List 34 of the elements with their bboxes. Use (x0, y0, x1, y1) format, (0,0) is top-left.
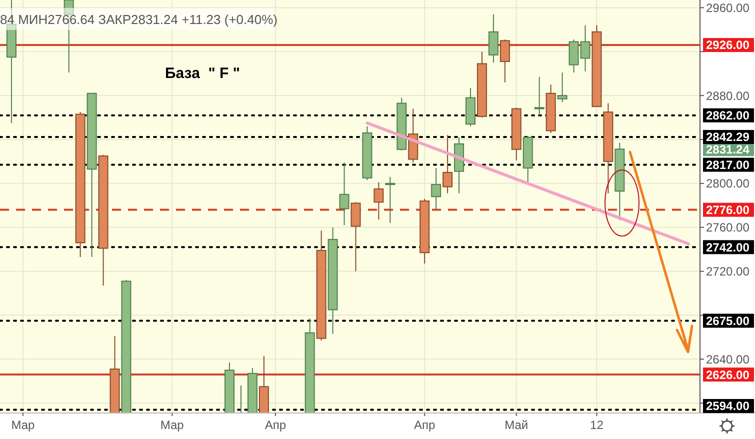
candlestick (339, 162, 350, 226)
ref-line-label: 2594.00 (706, 399, 750, 414)
text: 2831.24 (706, 142, 750, 156)
candlestick (374, 182, 384, 220)
candlestick (431, 168, 442, 210)
y-tick-label: 2960.00 (706, 0, 750, 15)
ref-line-label: 2842.29 (706, 130, 750, 144)
x-tick-label: Апр (264, 418, 286, 432)
ref-line-label: 2742.00 (706, 240, 750, 254)
candlestick (534, 76, 544, 116)
y-tick-label: 2640.00 (706, 352, 750, 366)
ref-line-label: 2817.00 (706, 158, 750, 172)
x-tick-label: Мар (11, 418, 36, 432)
candlestick (350, 202, 361, 272)
candlestick (500, 39, 510, 83)
candlestick (488, 14, 498, 64)
candlestick (385, 176, 396, 224)
x-tick-label: Май (504, 418, 528, 432)
candlestick (442, 134, 453, 194)
y-tick-label: 2800.00 (706, 176, 750, 191)
ref-line-label: 2862.00 (706, 108, 750, 123)
x-tick-label: Апр (414, 418, 436, 432)
ref-line-label: 2926.00 (706, 38, 750, 52)
annotation: База " F " (165, 65, 240, 82)
x-tick-label: 12 (590, 418, 604, 432)
annotation: 84 МИН2766.64 ЗАКР2831.24 +11.23 (+0.40%) (0, 12, 278, 27)
x-tick-label: Мар (160, 418, 184, 432)
ref-line-label: 2675.00 (706, 314, 750, 328)
y-tick-label: 2880.00 (706, 88, 750, 103)
ref-line-label: 2626.00 (706, 368, 750, 382)
y-tick-label: 2760.00 (706, 220, 750, 235)
y-tick-label: 2720.00 (706, 264, 750, 279)
candlestick (557, 72, 568, 103)
ref-line-label: 2776.00 (706, 202, 750, 217)
